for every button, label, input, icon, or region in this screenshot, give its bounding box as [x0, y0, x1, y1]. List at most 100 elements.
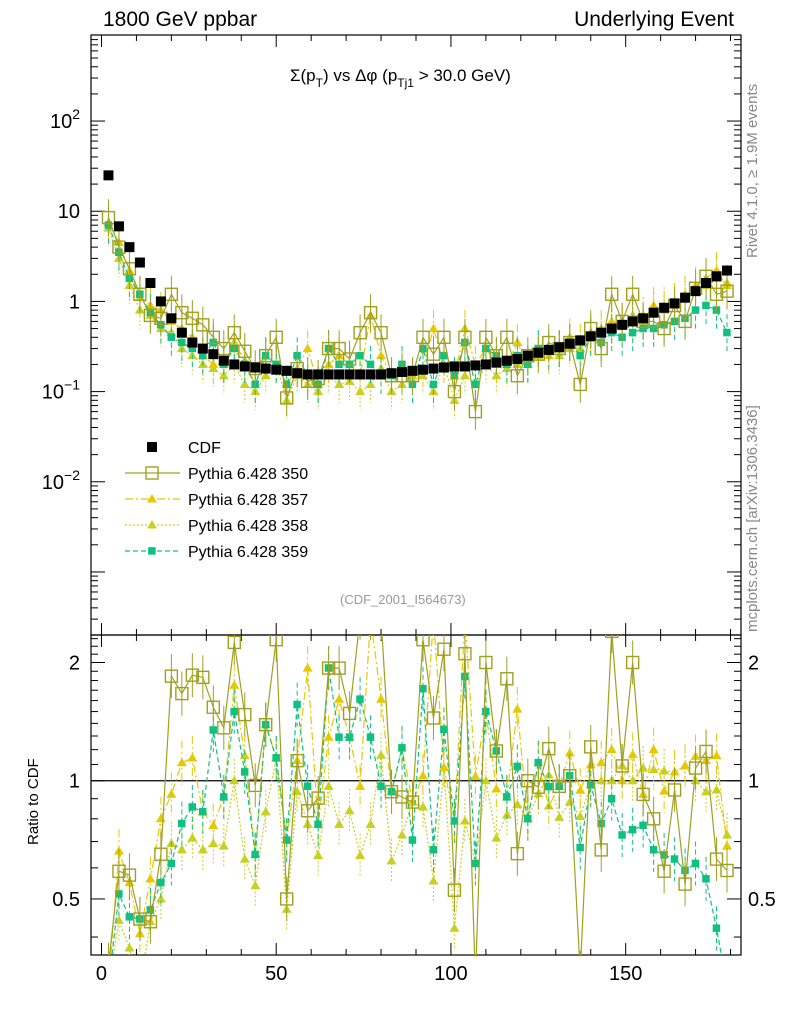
ratio-marker-p358 [176, 844, 187, 854]
ratio-marker-p350 [332, 661, 346, 675]
marker-data [281, 365, 292, 376]
ratio-marker-p350 [259, 718, 273, 732]
ratio-marker-p359 [314, 820, 322, 829]
ratio-marker-p350 [531, 780, 546, 794]
ratio-marker-p350 [458, 647, 472, 661]
marker-data [522, 350, 533, 361]
ratio-marker-p359 [712, 924, 721, 932]
marker-data [470, 360, 481, 371]
marker-data [417, 364, 428, 375]
marker-data [344, 369, 355, 380]
ratio-marker-p359 [429, 846, 438, 854]
legend-marker-p359 [148, 547, 156, 555]
marker-data [638, 313, 649, 324]
marker-data [459, 361, 470, 372]
marker-data [124, 242, 135, 253]
ratio-marker-p350 [311, 791, 325, 805]
marker-p358 [260, 370, 271, 380]
marker-data [701, 278, 712, 289]
marker-data [365, 369, 376, 380]
ratio-marker-p358 [459, 816, 470, 825]
marker-p358 [176, 343, 187, 353]
marker-p350 [657, 321, 671, 336]
ratio-line-p358 [112, 755, 728, 955]
ratio-marker-p358 [638, 763, 649, 772]
ratio-marker-p359 [356, 695, 364, 703]
ratio-ylabel: Ratio to CDF [25, 758, 42, 845]
ratio-marker-p359 [167, 859, 176, 868]
ratio-marker-p350 [678, 877, 692, 891]
marker-data [617, 319, 628, 330]
ratio-marker-p350 [395, 790, 409, 804]
ratio-marker-p359 [398, 744, 406, 752]
marker-p358 [417, 370, 428, 380]
ratio-marker-p357 [323, 732, 334, 741]
ratio-marker-p358 [701, 786, 712, 796]
ratio-marker-p350 [500, 672, 514, 686]
marker-p358 [334, 379, 345, 388]
ratio-marker-p358 [313, 850, 324, 859]
ratio-marker-p358 [627, 775, 638, 785]
ratio-marker-p350 [594, 843, 608, 857]
ratio-marker-p359 [544, 782, 553, 791]
marker-data [690, 286, 701, 297]
marker-data [260, 363, 271, 374]
ratio-marker-p350 [354, 612, 366, 624]
ratio-marker-p359 [230, 707, 238, 716]
ratio-marker-p350 [227, 635, 241, 650]
ratio-marker-p350 [720, 863, 734, 878]
ratio-marker-p359 [408, 836, 417, 844]
ratio-marker-p350 [615, 759, 629, 773]
marker-data [711, 271, 722, 282]
ratio-marker-p350 [290, 753, 304, 768]
ratio-marker-p350 [489, 744, 504, 758]
marker-p350 [594, 341, 608, 356]
ratio-marker-p350 [300, 804, 315, 818]
ratio-marker-p358 [711, 784, 722, 794]
ratio-marker-p350 [143, 915, 158, 929]
ratio-marker-p357 [155, 813, 166, 823]
marker-p357 [428, 323, 439, 333]
series-line-p357 [107, 222, 728, 387]
main-y-tick-label: 10−1 [42, 377, 80, 404]
marker-p350 [238, 344, 252, 358]
ratio-y-tick-label: 1 [69, 771, 80, 793]
legend-label-p350: Pythia 6.428 350 [188, 466, 308, 483]
marker-p350 [720, 284, 734, 298]
ratio-marker-p359 [523, 814, 532, 823]
marker-p350 [447, 384, 462, 399]
ratio-marker-p350 [625, 655, 640, 670]
marker-data [449, 361, 460, 372]
marker-p350 [259, 349, 273, 363]
marker-data [355, 369, 366, 380]
ratio-marker-p350 [196, 670, 210, 685]
marker-data [166, 313, 177, 324]
marker-p357 [302, 343, 313, 353]
ratio-marker-p357 [680, 760, 691, 770]
marker-p350 [164, 287, 179, 301]
ratio-marker-p358 [386, 855, 397, 865]
ratio-marker-p359 [251, 850, 259, 859]
marker-data [386, 368, 397, 379]
ratio-marker-p350 [479, 655, 493, 670]
marker-data [239, 361, 250, 372]
marker-data [397, 366, 408, 377]
marker-p350 [437, 330, 451, 345]
ratio-marker-p359 [534, 758, 542, 767]
ratio-marker-p350 [636, 787, 650, 802]
ratio-marker-p358 [491, 833, 502, 842]
ratio-marker-p359 [188, 803, 196, 811]
marker-p359 [178, 338, 186, 347]
ratio-marker-p359 [691, 859, 700, 868]
marker-p350 [625, 287, 640, 301]
tick-labels: 0 50 100 150 10−2 10−1 1 10 102 0.5 0.5 1 1 2 2 [42, 106, 776, 985]
ratio-marker-p357 [428, 613, 438, 622]
marker-p350 [604, 287, 619, 301]
marker-p350 [279, 391, 294, 405]
marker-data [103, 170, 114, 181]
x-tick-label: 0 [96, 963, 107, 985]
marker-p358 [239, 379, 250, 388]
ratio-marker-p350 [437, 642, 451, 656]
ratio-marker-p357 [145, 873, 156, 883]
